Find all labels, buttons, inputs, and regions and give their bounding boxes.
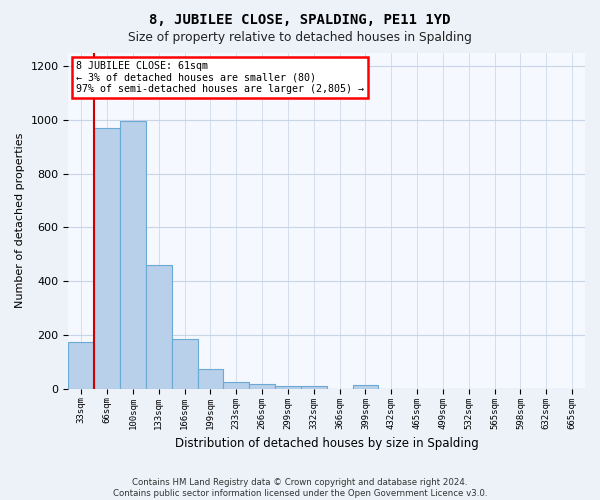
Text: 8, JUBILEE CLOSE, SPALDING, PE11 1YD: 8, JUBILEE CLOSE, SPALDING, PE11 1YD [149, 12, 451, 26]
Bar [197, 368, 223, 389]
X-axis label: Distribution of detached houses by size in Spalding: Distribution of detached houses by size … [175, 437, 479, 450]
Bar [249, 384, 275, 389]
Bar [120, 121, 146, 389]
Y-axis label: Number of detached properties: Number of detached properties [15, 133, 25, 308]
Text: 8 JUBILEE CLOSE: 61sqm
← 3% of detached houses are smaller (80)
97% of semi-deta: 8 JUBILEE CLOSE: 61sqm ← 3% of detached … [76, 61, 364, 94]
Bar [94, 128, 120, 389]
Text: Contains HM Land Registry data © Crown copyright and database right 2024.
Contai: Contains HM Land Registry data © Crown c… [113, 478, 487, 498]
Bar [275, 386, 301, 389]
Bar [353, 384, 379, 389]
Bar [146, 265, 172, 389]
Bar [68, 342, 94, 389]
Text: Size of property relative to detached houses in Spalding: Size of property relative to detached ho… [128, 31, 472, 44]
Bar [223, 382, 249, 389]
Bar [301, 386, 327, 389]
Bar [172, 339, 197, 389]
